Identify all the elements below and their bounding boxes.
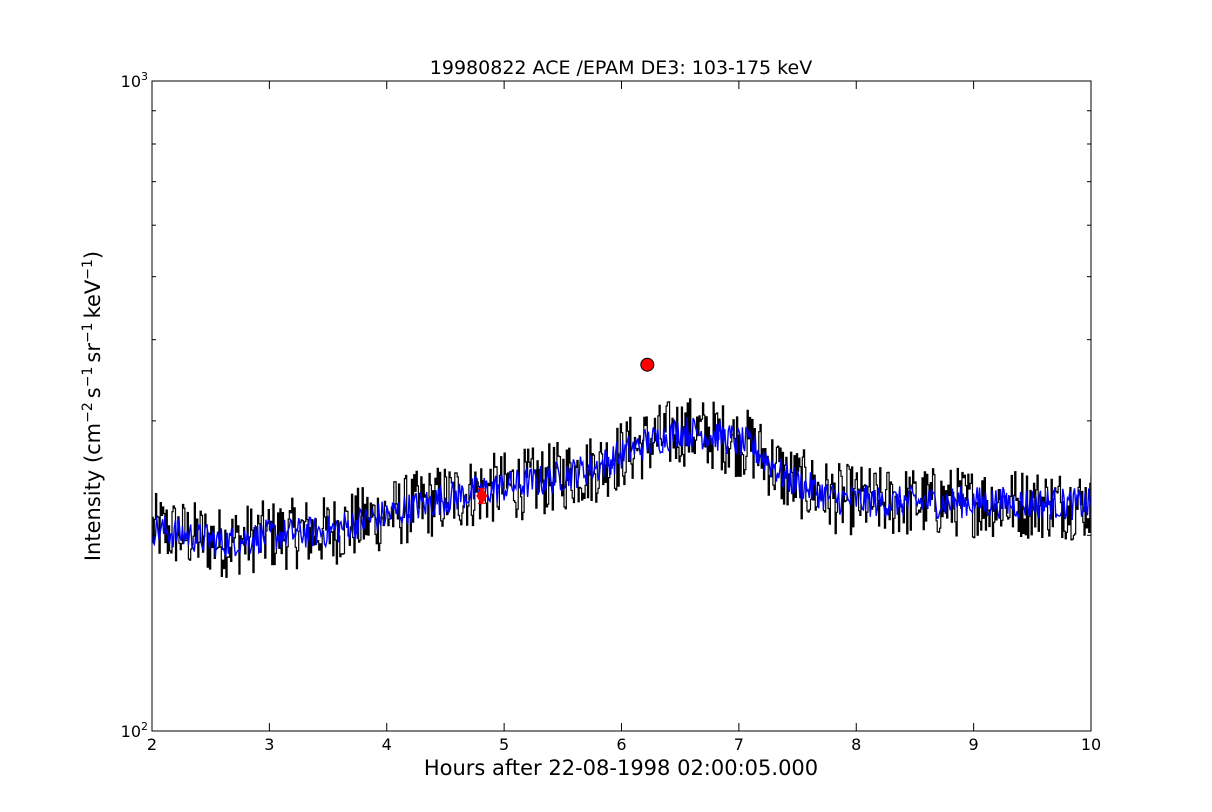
x-tick-label: 6 — [616, 735, 626, 754]
x-tick-label: 2 — [147, 735, 157, 754]
y-axis-label: Intensity (cm−2s−1sr−1keV−1) — [80, 251, 105, 561]
plot-area — [152, 357, 1091, 578]
x-tick-label: 8 — [851, 735, 861, 754]
y-tick-label: 102 — [121, 720, 148, 741]
x-tick-label: 3 — [264, 735, 274, 754]
x-tick-label: 9 — [969, 735, 979, 754]
y-tick-label: 103 — [121, 70, 148, 91]
chart-title: 19980822 ACE /EPAM DE3: 103-175 keV — [430, 57, 812, 79]
onset-marker — [476, 486, 488, 505]
series-smoothed-line — [152, 416, 1091, 558]
x-tick-label: 4 — [382, 735, 392, 754]
peak-marker — [640, 357, 655, 372]
x-axis-label: Hours after 22-08-1998 02:00:05.000 — [424, 756, 818, 780]
x-tick-label: 7 — [734, 735, 744, 754]
y-axis: 102 103 — [121, 70, 1091, 741]
x-tick-label: 5 — [499, 735, 509, 754]
x-tick-label: 10 — [1081, 735, 1101, 754]
x-axis: 2 3 4 5 6 7 8 9 10 — [147, 81, 1101, 754]
series-raw-line — [152, 398, 1091, 578]
